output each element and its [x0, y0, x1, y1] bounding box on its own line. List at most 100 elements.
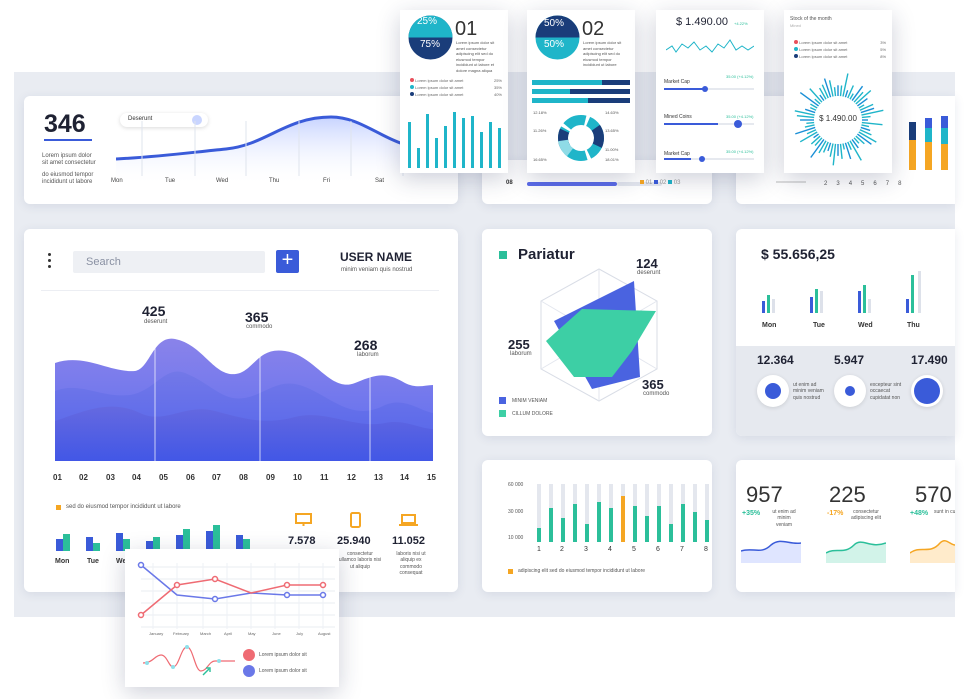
- float1-legend: Lorem ipsum dolor sit amet 25% Lorem ipsu…: [410, 78, 502, 99]
- dual-line-chart: [137, 561, 335, 629]
- radial-bar-chart: [794, 73, 884, 166]
- radial-bar: [799, 92, 819, 107]
- crypto-slider[interactable]: [664, 156, 754, 162]
- kpi-sparkline: [910, 540, 955, 563]
- add-button[interactable]: +: [276, 250, 299, 273]
- money-bars: [762, 271, 921, 313]
- slider-handle[interactable]: [702, 86, 708, 92]
- stat-ring: [757, 375, 789, 407]
- radial-bar: [859, 129, 872, 136]
- radial-bar: [823, 78, 832, 98]
- bar-footnote: adipiscing elit sed do eiusmod tempor in…: [518, 568, 646, 574]
- crypto-slider[interactable]: [664, 120, 754, 128]
- peak-value: 365: [245, 309, 269, 325]
- divider: [41, 290, 439, 291]
- radial-bar: [851, 85, 864, 101]
- x-label: 07: [212, 473, 221, 482]
- float-crypto-card-3: $ 1.490.00 +4.22% Market Cap 35.00 (+4.1…: [656, 10, 764, 173]
- title-swatch: [499, 251, 507, 259]
- month-label: January: [149, 631, 164, 636]
- axis-stub: [776, 181, 806, 183]
- radial-bar: [861, 124, 870, 128]
- radial-bar: [853, 91, 864, 103]
- money-card: $ 55.656,25 Mon Tue Wed Thu 12.364 ut en…: [736, 229, 955, 436]
- radial-bar: [829, 143, 834, 157]
- peak-value: 425: [142, 303, 166, 319]
- money-stat-value: 5.947: [834, 353, 865, 367]
- month-label: June: [272, 631, 281, 636]
- radar-value: 124: [636, 256, 658, 271]
- day-label: Tue: [165, 178, 176, 184]
- legend-label: Lorem ipsum dolor sit: [259, 668, 307, 674]
- hbar: [532, 89, 630, 94]
- stock-sub: Mined: [790, 23, 801, 28]
- legend-pct: 3%: [880, 40, 886, 45]
- radial-bar: [810, 139, 825, 158]
- float-number: 02: [582, 18, 605, 40]
- radar-card: Pariatur 124 deserunt 255 laborum 365 co…: [482, 229, 712, 436]
- pill-label: Deserunt: [128, 116, 153, 122]
- day-label: Mon: [111, 178, 123, 184]
- more-vertical-icon[interactable]: [48, 253, 52, 271]
- x-label: 2: [560, 546, 564, 553]
- kpi-sparkline: [826, 541, 886, 563]
- radial-bar: [799, 131, 818, 143]
- x-label: 11: [320, 473, 329, 482]
- float-donut-card-2: 50% 50% 02 Lorem ipsum dolor sit amet co…: [527, 10, 635, 173]
- crypto-slider[interactable]: [664, 86, 754, 92]
- money-stat-value: 12.364: [757, 353, 794, 367]
- radial-bar: [851, 139, 859, 149]
- radial-bar: [859, 103, 874, 111]
- x-label: 04: [132, 473, 141, 482]
- device-value: 11.052: [392, 535, 426, 547]
- phone-icon: [350, 512, 361, 528]
- y-label: 60 000: [508, 482, 524, 488]
- legend-pct: 5%: [880, 47, 886, 52]
- float1-bars: [408, 112, 501, 168]
- radial-bar: [814, 137, 823, 146]
- crypto-row-value: 35.00 (+4.12%): [726, 74, 754, 79]
- radar-value: 365: [642, 377, 664, 392]
- main-area-card: Search + USER NAME minim veniam quis nos…: [24, 229, 458, 592]
- legend-label: 03: [673, 180, 681, 186]
- radial-bar: [861, 115, 871, 119]
- crypto-row-label: Market Cap: [664, 151, 690, 157]
- laptop-icon: [399, 514, 418, 526]
- radial-bar: [857, 133, 872, 145]
- radial-bar: [818, 87, 827, 100]
- radial-bar: [795, 126, 816, 135]
- radar-label: laborum: [510, 351, 532, 357]
- day-label: Thu: [269, 178, 280, 184]
- top-pct: 25%: [417, 16, 438, 27]
- slider-handle[interactable]: [734, 120, 742, 128]
- x-label: 7: [680, 546, 684, 553]
- x-label: 1: [537, 546, 541, 553]
- peak-value: 268: [354, 337, 378, 353]
- x-label: 09: [266, 473, 275, 482]
- radar-title: Pariatur: [518, 246, 575, 263]
- x-label: 01: [53, 473, 62, 482]
- hbar-fill: [532, 98, 588, 103]
- x-label: 12: [347, 473, 356, 482]
- y-label: 30 000: [508, 509, 524, 515]
- radial-bar: [849, 140, 862, 161]
- radial-bar: [804, 108, 816, 114]
- radial-bar: [810, 135, 821, 145]
- radial-bar: [860, 107, 875, 114]
- crypto-row-label: Mined Coins: [664, 114, 692, 120]
- radial-bar: [861, 121, 883, 126]
- kpi-delta: -17%: [827, 510, 844, 517]
- money-day-label: Thu: [907, 322, 920, 329]
- legend-label: MINIM VENIAM: [512, 398, 548, 404]
- x-label: 06: [186, 473, 195, 482]
- slider-handle[interactable]: [699, 156, 705, 162]
- float-pie-card-1: 25% 75% 01 Lorem ipsum dolor sit amet co…: [400, 10, 508, 173]
- segmented-donut: [558, 115, 604, 161]
- float-number: 01: [455, 18, 478, 40]
- stat-ring: [834, 375, 866, 407]
- radial-bar: [832, 143, 837, 166]
- legend-label: Lorem ipsum dolor sit amet: [415, 78, 464, 83]
- axis-labels: 2345678: [824, 181, 911, 187]
- plus-icon: +: [281, 249, 294, 271]
- search-input[interactable]: Search: [73, 251, 265, 273]
